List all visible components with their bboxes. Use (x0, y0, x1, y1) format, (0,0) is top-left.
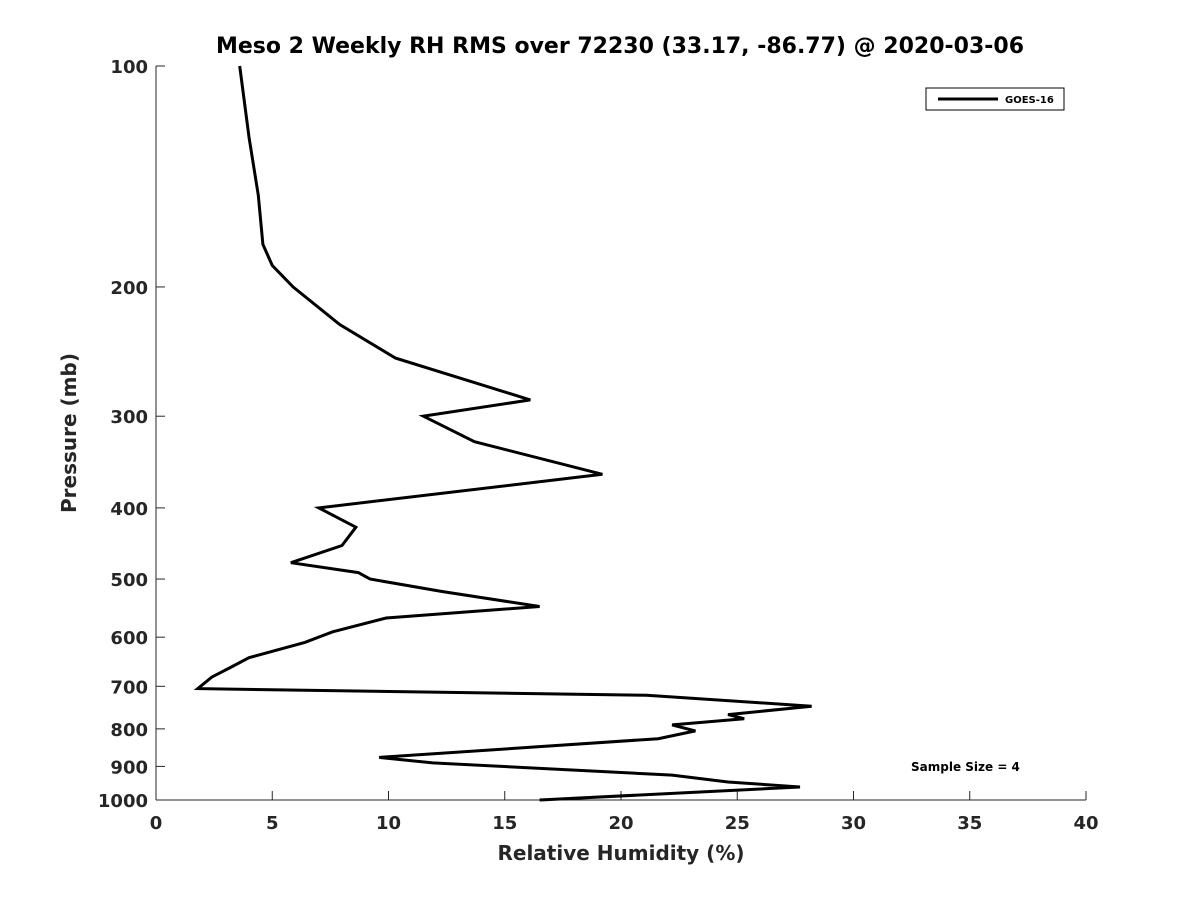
y-axis-ticks: 100 200 300 400 500 600 700 800 900 1000 (98, 57, 165, 812)
x-tick-label: 0 (150, 813, 163, 834)
y-axis-title: Pressure (mb) (57, 353, 81, 513)
x-tick-label: 5 (266, 813, 279, 834)
legend-label: GOES-16 (1005, 95, 1054, 106)
x-axis-title: Relative Humidity (%) (497, 841, 744, 865)
series-line-goes-16 (193, 65, 812, 802)
x-tick-label: 35 (957, 813, 982, 834)
chart-title: Meso 2 Weekly RH RMS over 72230 (33.17, … (216, 34, 1024, 59)
x-tick-label: 25 (725, 813, 750, 834)
y-tick-label: 400 (110, 499, 148, 520)
y-tick-label: 200 (110, 278, 148, 299)
y-tick-label: 600 (110, 628, 148, 649)
x-tick-label: 15 (492, 813, 517, 834)
y-tick-label: 1000 (98, 791, 148, 812)
x-tick-label: 40 (1073, 813, 1098, 834)
x-tick-label: 20 (608, 813, 633, 834)
y-tick-label: 900 (110, 757, 148, 778)
y-tick-label: 500 (110, 570, 148, 591)
y-tick-label: 700 (110, 677, 148, 698)
legend: GOES-16 (925, 87, 1065, 111)
y-tick-label: 300 (110, 407, 148, 428)
x-tick-label: 30 (841, 813, 866, 834)
series-layer (193, 65, 812, 802)
x-axis-ticks: 0 5 10 15 20 25 30 35 40 (150, 791, 1099, 834)
axes (155, 66, 1086, 801)
sample-size-annotation: Sample Size = 4 (911, 760, 1020, 774)
y-tick-label: 800 (110, 720, 148, 741)
x-tick-label: 10 (376, 813, 401, 834)
y-tick-label: 100 (110, 57, 148, 78)
